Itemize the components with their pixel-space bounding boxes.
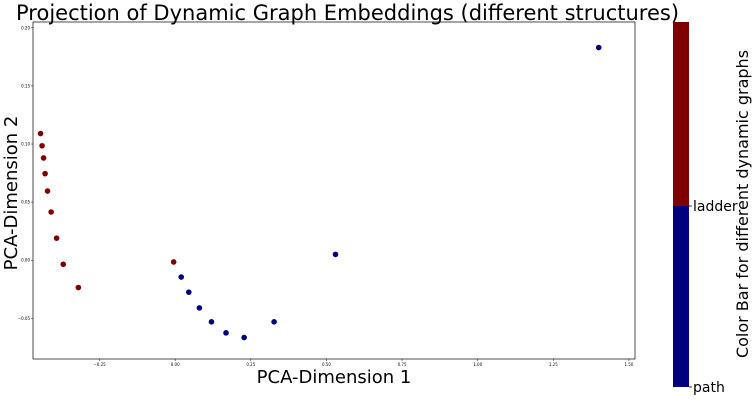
- colorbar-segment-ladder: [673, 22, 689, 206]
- ladder-point: [37, 130, 44, 137]
- path-point: [185, 289, 192, 295]
- x-axis-label: PCA-Dimension 1: [257, 367, 412, 388]
- path-point: [271, 319, 277, 325]
- y-tick-label: 0.20: [21, 25, 30, 30]
- path-point: [241, 334, 247, 341]
- ladder-point: [170, 259, 177, 265]
- x-tick-label: 0.50: [322, 362, 331, 367]
- ladder-point: [48, 209, 54, 215]
- x-axis-ticks: −0.25 0.00 0.25 0.50 0.75 1.00 1.25 1.50: [93, 359, 634, 367]
- ladder-point: [75, 284, 82, 291]
- path-point: [208, 319, 215, 325]
- x-tick-label: 1.50: [624, 362, 633, 367]
- ladder-point: [60, 261, 67, 268]
- colorbar-label-ladder: ladder: [693, 199, 738, 215]
- y-axis-ticks: −0.05 0.00 0.05 0.10 0.15 0.20: [18, 25, 33, 321]
- y-tick-label: 0.00: [21, 258, 30, 263]
- path-point: [595, 44, 602, 51]
- path-point: [196, 305, 203, 311]
- x-tick-label: 0.75: [398, 362, 407, 367]
- y-tick-label: 0.15: [21, 83, 30, 88]
- chart-title: Projection of Dynamic Graph Embeddings (…: [16, 1, 679, 25]
- colorbar-label-path: path: [693, 380, 725, 396]
- x-tick-label: 0.25: [246, 362, 255, 367]
- ladder-point: [39, 142, 45, 149]
- colorbar-title: Color Bar for different dynamic graphs: [733, 50, 752, 358]
- path-point: [332, 251, 339, 258]
- path-point: [223, 330, 229, 336]
- colorbar-segment-path: [673, 206, 689, 387]
- ladder-point: [40, 155, 47, 161]
- x-tick-label: −0.25: [93, 362, 106, 367]
- ladder-point: [53, 235, 60, 241]
- ladder-point: [44, 188, 51, 194]
- data-points: [37, 44, 602, 341]
- y-tick-label: 0.05: [21, 200, 30, 205]
- y-tick-label: 0.10: [21, 142, 30, 147]
- colorbar: ladder path Color Bar for different dyna…: [673, 22, 752, 396]
- x-tick-label: 1.00: [473, 362, 482, 367]
- y-axis-label: PCA-Dimension 2: [1, 116, 22, 271]
- y-tick-label: −0.05: [18, 316, 31, 321]
- x-tick-label: 1.25: [549, 362, 558, 367]
- plot-area: [32, 21, 636, 360]
- x-tick-label: 0.00: [171, 362, 180, 367]
- path-point: [178, 274, 185, 280]
- ladder-point: [42, 170, 48, 177]
